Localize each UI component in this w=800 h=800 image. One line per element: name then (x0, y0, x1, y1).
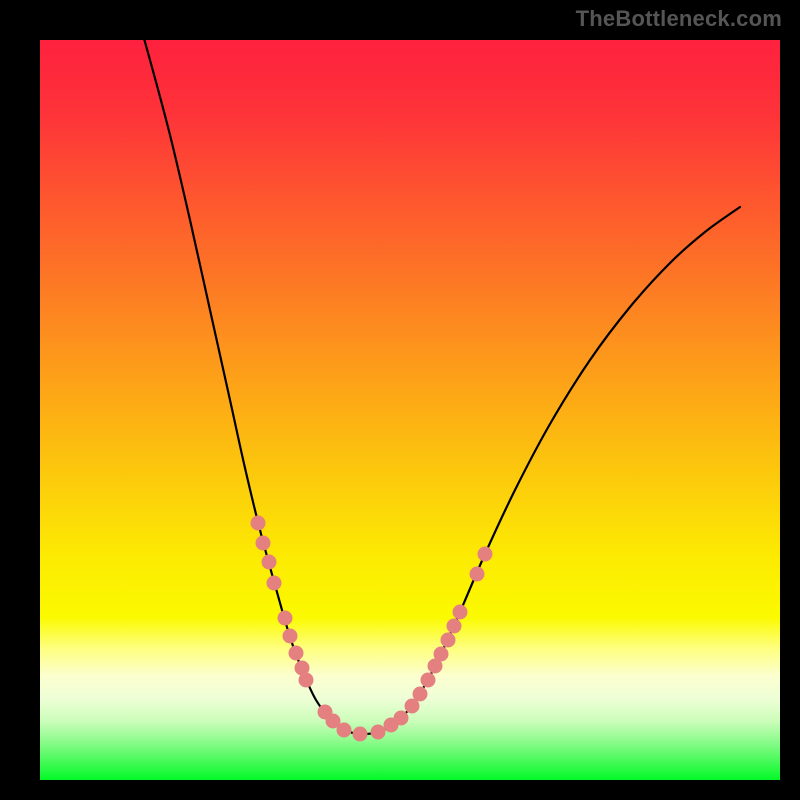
marker-dot (256, 536, 270, 550)
marker-dot (251, 516, 265, 530)
marker-dot (453, 605, 467, 619)
marker-dot (337, 723, 351, 737)
marker-dot (299, 673, 313, 687)
marker-dot (413, 687, 427, 701)
marker-dot (447, 619, 461, 633)
plot-area (40, 40, 780, 780)
marker-dot (405, 699, 419, 713)
marker-dot (278, 611, 292, 625)
plot-svg (40, 40, 780, 780)
marker-dot (262, 555, 276, 569)
marker-dot (353, 727, 367, 741)
marker-dot (478, 547, 492, 561)
watermark: TheBottleneck.com (576, 6, 782, 32)
marker-dot (267, 576, 281, 590)
marker-dot (441, 633, 455, 647)
marker-dot (283, 629, 297, 643)
marker-dot (434, 647, 448, 661)
marker-dot (289, 646, 303, 660)
marker-dot (371, 725, 385, 739)
gradient-background (40, 40, 780, 780)
marker-dot (470, 567, 484, 581)
marker-dot (421, 673, 435, 687)
marker-dot (394, 711, 408, 725)
